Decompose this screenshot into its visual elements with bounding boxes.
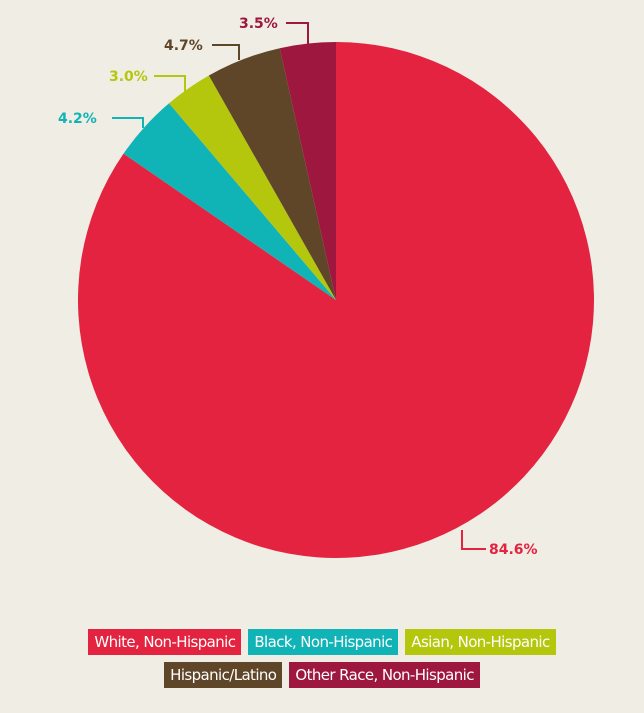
data-label-4: 3.5% <box>239 16 278 32</box>
data-label-1: 4.2% <box>58 111 97 127</box>
data-label-0: 84.6% <box>489 542 538 558</box>
leader-line-0 <box>461 530 486 550</box>
legend-row-2: Hispanic/Latino Other Race, Non-Hispanic <box>0 662 644 688</box>
legend-item-black: Black, Non-Hispanic <box>248 629 399 655</box>
leader-line-1 <box>112 117 144 128</box>
legend-item-hispanic: Hispanic/Latino <box>164 662 283 688</box>
chart-legend: White, Non-Hispanic Black, Non-Hispanic … <box>0 629 644 688</box>
data-label-3: 4.7% <box>164 38 203 54</box>
pie-slice-2 <box>169 75 336 301</box>
legend-item-asian: Asian, Non-Hispanic <box>405 629 556 655</box>
pie-slice-3 <box>208 48 336 301</box>
legend-row-1: White, Non-Hispanic Black, Non-Hispanic … <box>0 629 644 655</box>
leader-line-2 <box>154 75 186 92</box>
leader-line-4 <box>286 22 309 46</box>
pie-slice-0 <box>77 42 594 558</box>
legend-item-white: White, Non-Hispanic <box>88 629 242 655</box>
pie-slice-1 <box>123 103 336 301</box>
legend-item-other: Other Race, Non-Hispanic <box>289 662 480 688</box>
pie-slice-4 <box>279 42 336 300</box>
data-label-2: 3.0% <box>109 69 148 85</box>
pie-chart-canvas: 84.6% 4.2% 3.0% 4.7% 3.5% <box>58 16 594 558</box>
leader-line-3 <box>212 44 240 60</box>
